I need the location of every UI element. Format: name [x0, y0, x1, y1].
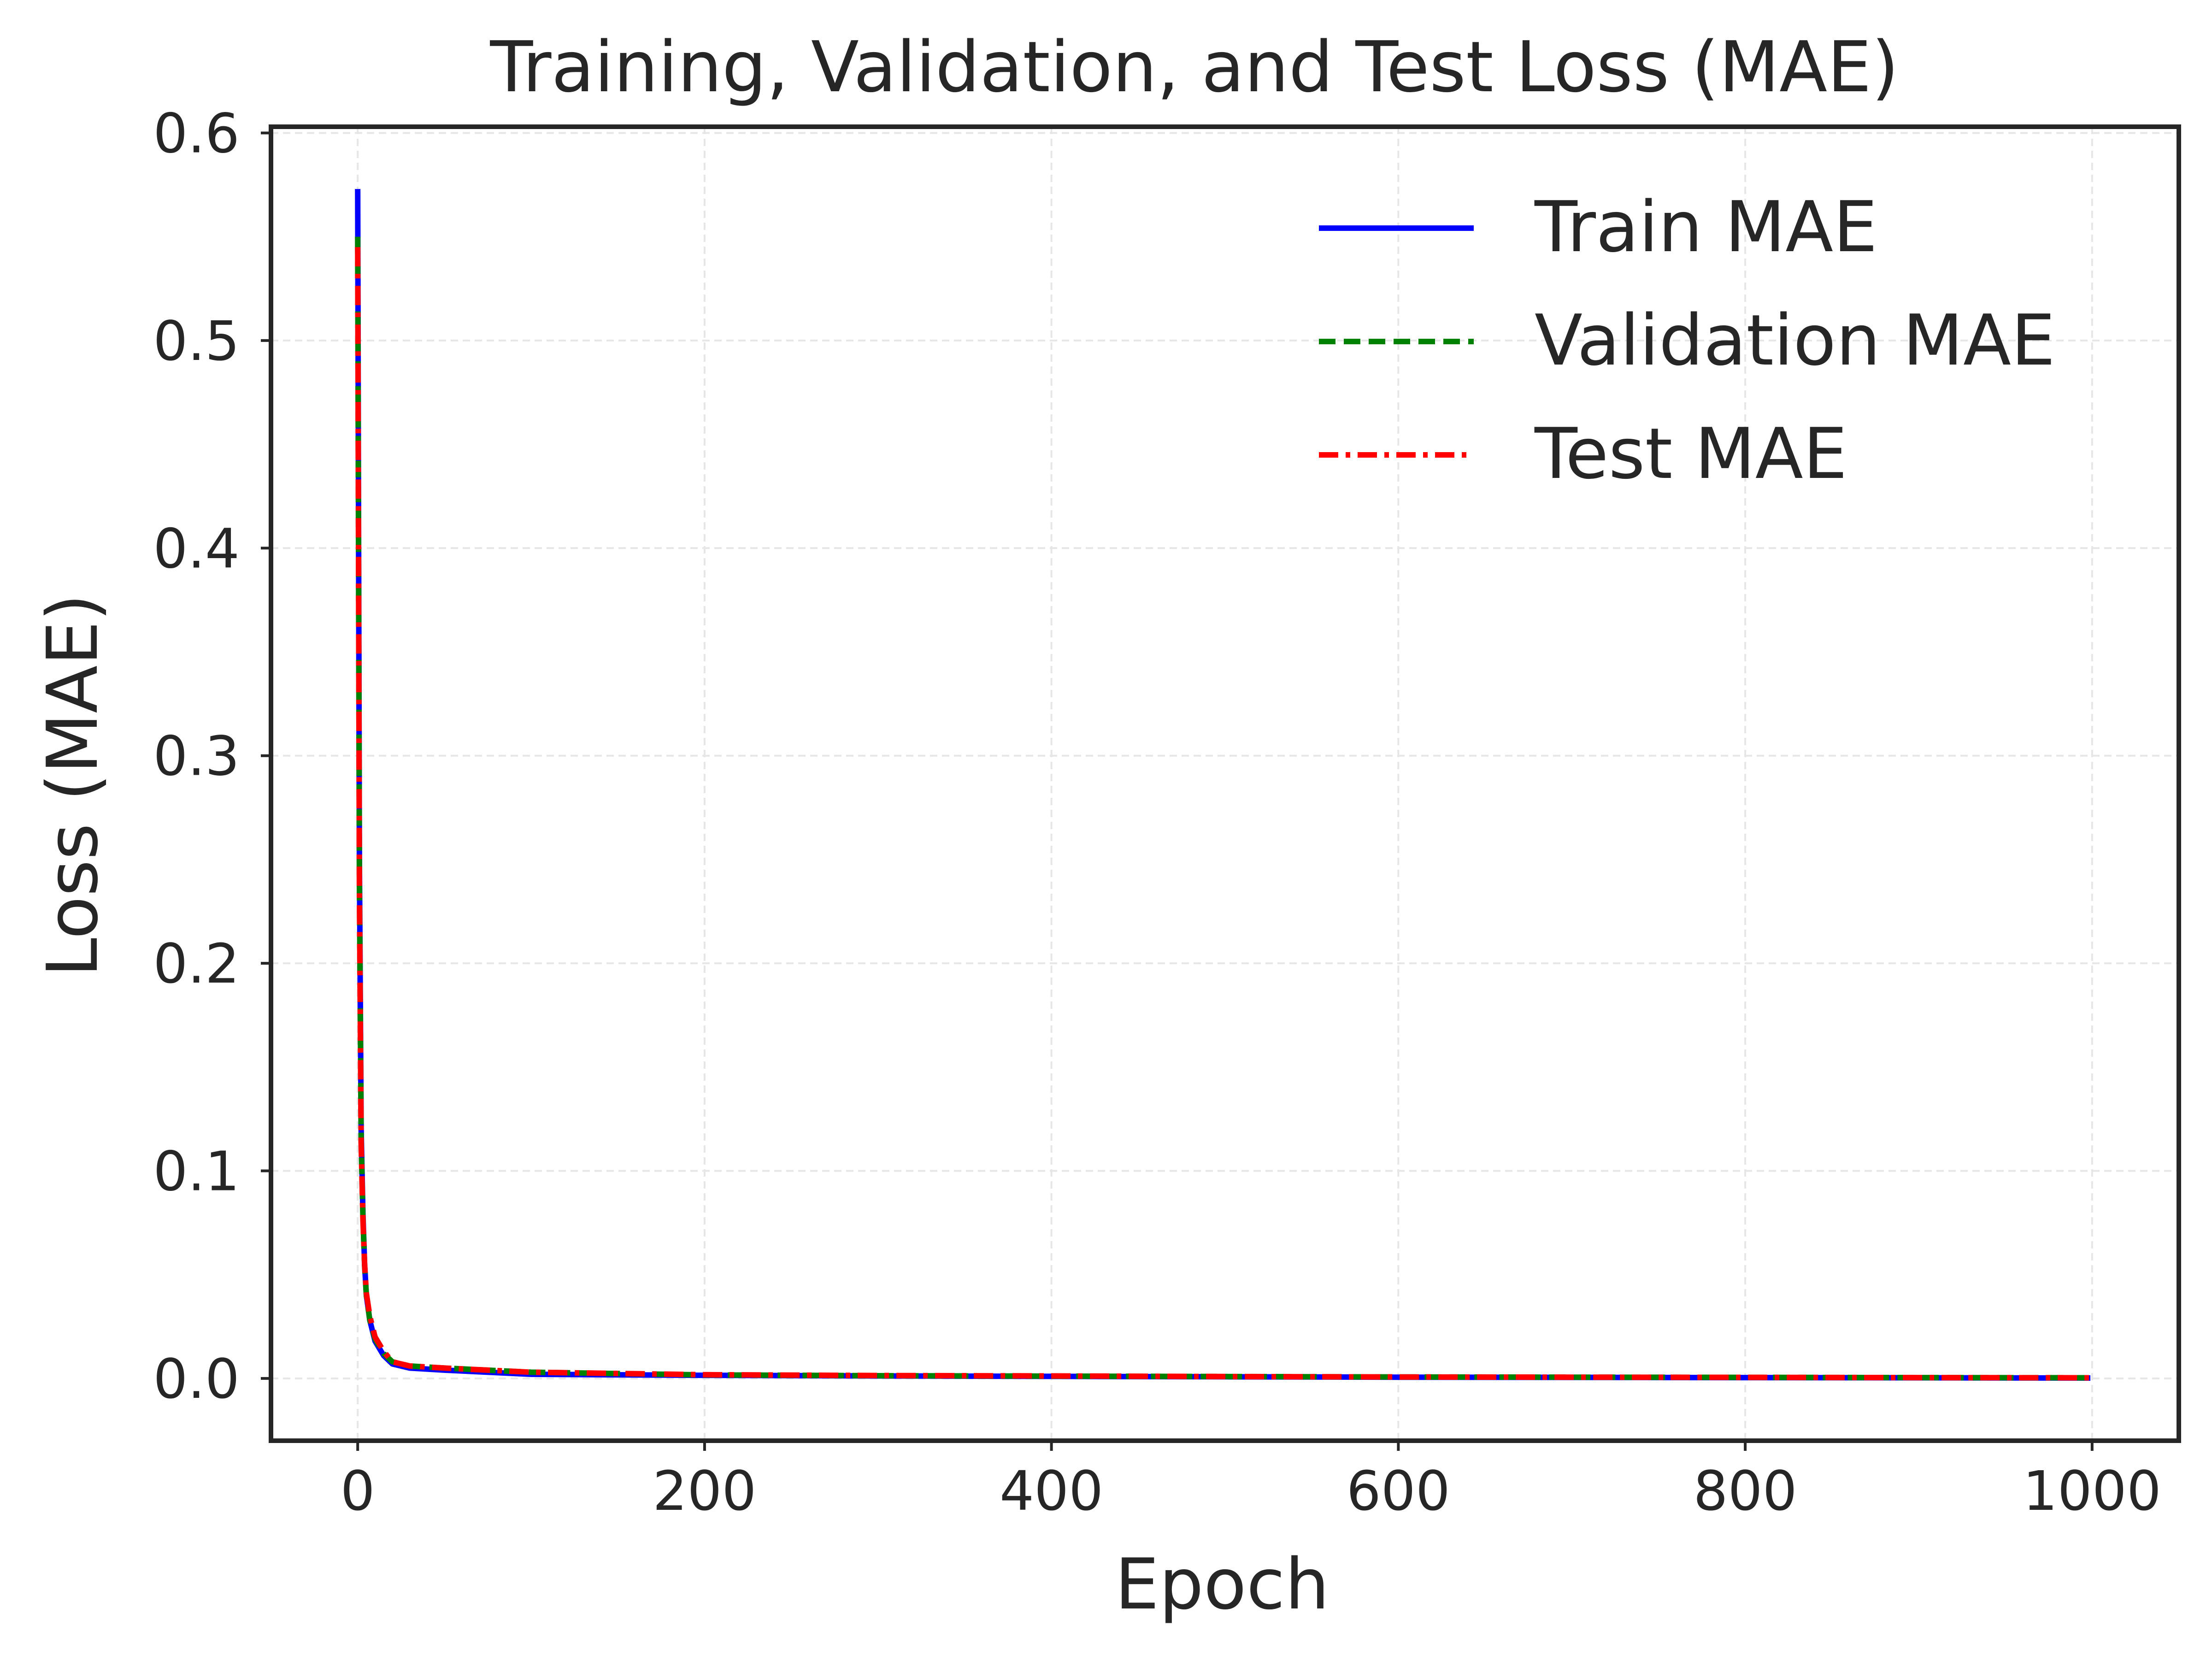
legend-label-3: Test MAE: [1534, 413, 1847, 495]
y-tick-label: 0.4: [153, 517, 240, 580]
legend-label-1: Train MAE: [1534, 186, 1877, 268]
x-tick-label: 0: [341, 1459, 375, 1523]
y-tick-label: 0.6: [153, 102, 240, 165]
y-tick-label: 0.0: [153, 1347, 240, 1411]
x-tick-label: 1000: [2023, 1459, 2161, 1523]
series-line-3: [355, 247, 2091, 1381]
chart-title: Training, Validation, and Test Loss (MAE…: [490, 26, 1899, 108]
y-tick-label: 0.3: [153, 724, 240, 788]
y-axis-label: Loss (MAE): [32, 594, 113, 977]
y-tick-label: 0.1: [153, 1139, 240, 1203]
x-tick-label: 400: [1000, 1459, 1103, 1523]
y-tick-label: 0.5: [153, 309, 240, 373]
y-tick-label: 0.2: [153, 932, 240, 995]
x-tick-label: 200: [653, 1459, 756, 1523]
x-tick-label: 600: [1347, 1459, 1450, 1523]
legend-label-2: Validation MAE: [1535, 300, 2055, 381]
legend: Train MAE Validation MAE Test MAE: [1319, 186, 2055, 495]
x-tick-label: 800: [1693, 1459, 1797, 1523]
series-group: [355, 189, 2091, 1381]
x-axis-label: Epoch: [1115, 1543, 1329, 1625]
ticks: 0 200 400 600 800 1000 0.0 0.1 0.2 0.3 0.4 0.5 0.6: [153, 102, 2161, 1523]
plot-frame: [269, 124, 2181, 1443]
